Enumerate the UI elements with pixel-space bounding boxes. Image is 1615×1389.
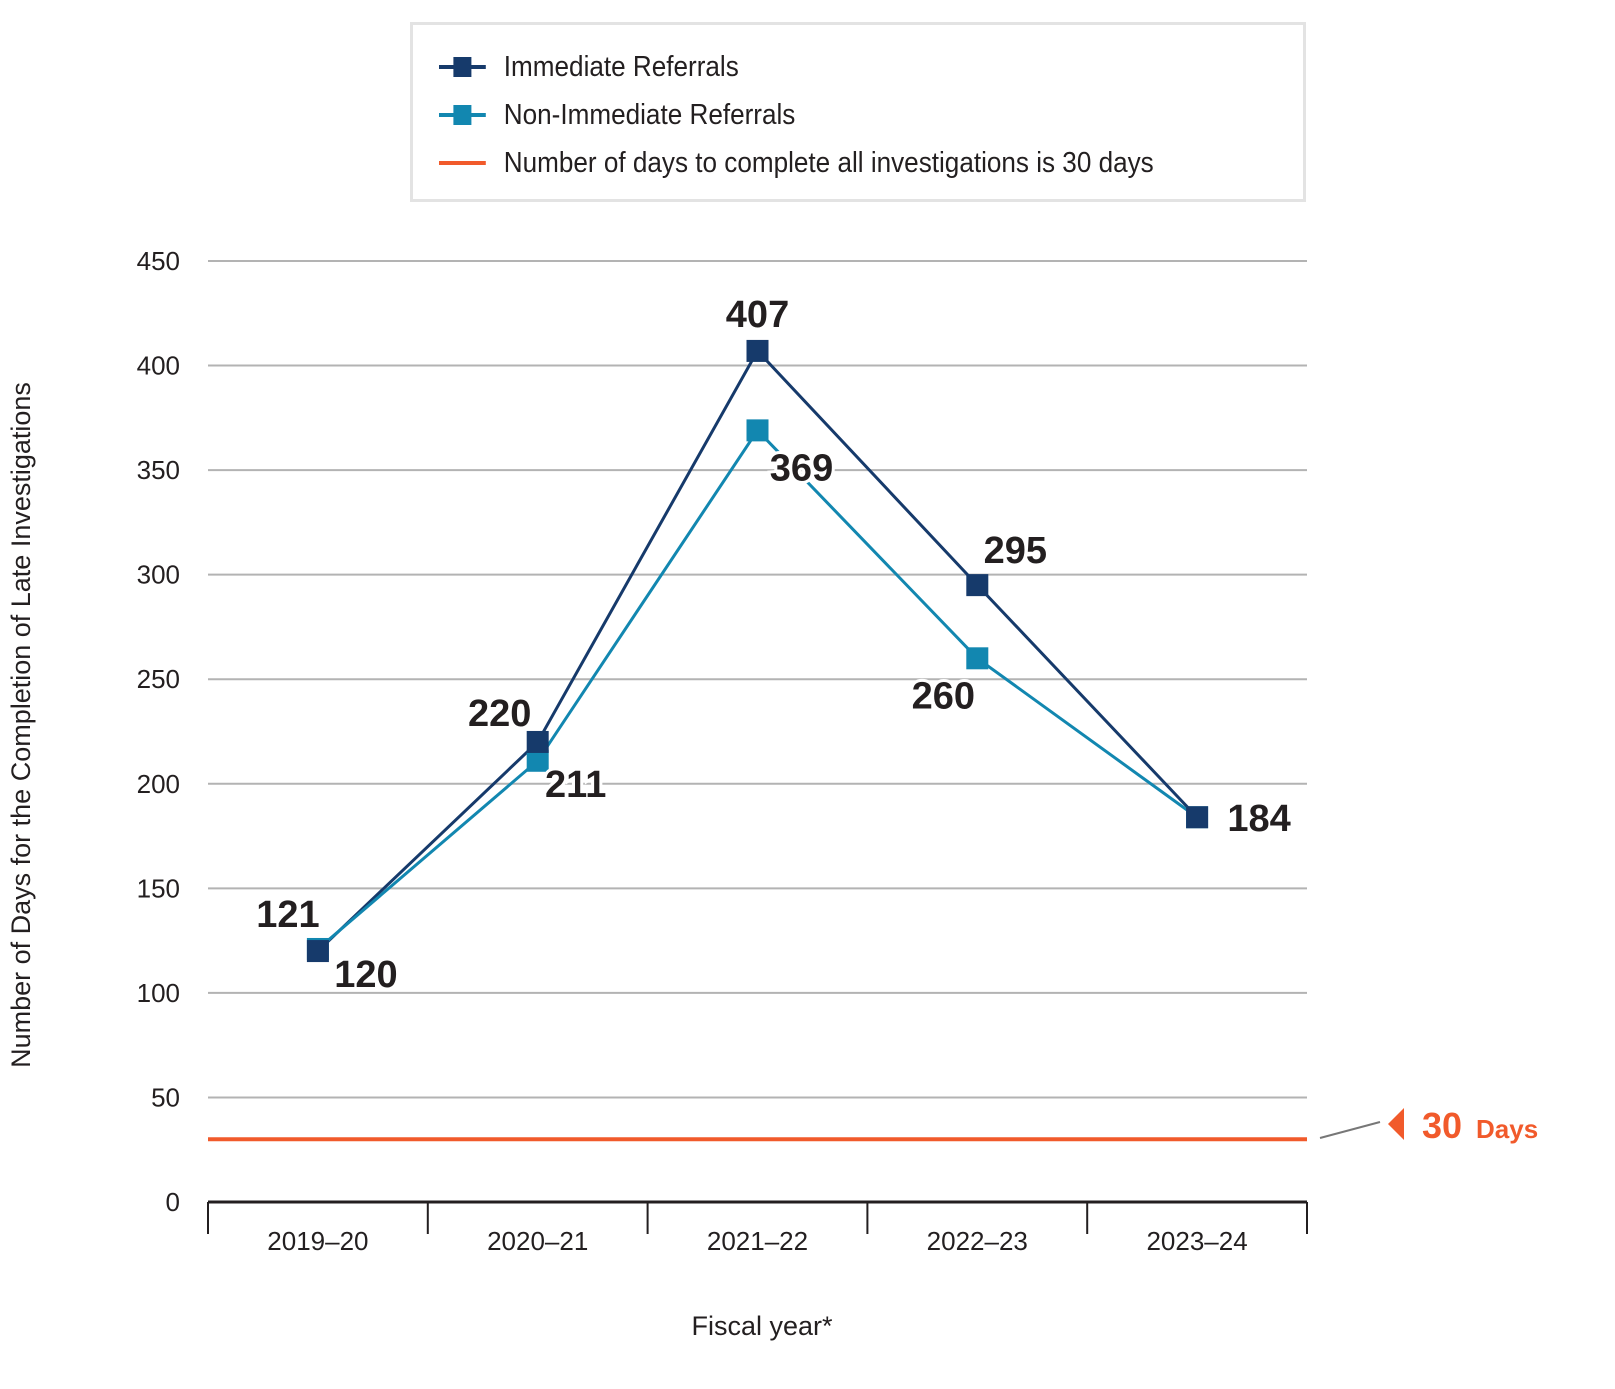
- annotation-leader-line: [1319, 1121, 1381, 1139]
- legend-marker-reference-icon: [439, 148, 486, 178]
- data-point-immediate: [746, 339, 769, 362]
- x-tick-label: 2019–20: [267, 1226, 368, 1256]
- x-tick-label: 2022–23: [927, 1226, 1028, 1256]
- legend-item-reference: Number of days to complete all investiga…: [439, 143, 1154, 183]
- annotation-value: 30: [1422, 1105, 1462, 1146]
- data-point-immediate: [966, 574, 989, 597]
- legend-label: Number of days to complete all investiga…: [503, 146, 1154, 179]
- series-line-non-immediate: [316, 427, 1198, 951]
- y-tick-label: 450: [137, 246, 180, 276]
- data-point-non-immediate: [526, 749, 549, 772]
- y-tick-label: 350: [137, 455, 180, 485]
- data-label: 295: [984, 530, 1047, 572]
- y-axis-label: Number of Days for the Completion of Lat…: [6, 382, 36, 1068]
- legend: Immediate Referrals Non-Immediate Referr…: [410, 22, 1306, 202]
- legend-marker-non-immediate-icon: [439, 100, 486, 130]
- data-point-non-immediate: [746, 419, 769, 442]
- x-tick-label: 2023–24: [1146, 1226, 1247, 1256]
- legend-label: Immediate Referrals: [503, 50, 739, 83]
- annotation-arrow-icon: [1388, 1108, 1404, 1140]
- x-tick-label: 2020–21: [487, 1226, 588, 1256]
- y-tick-label: 50: [151, 1082, 180, 1112]
- legend-marker-immediate-icon: [439, 52, 486, 82]
- y-tick-label: 400: [137, 351, 180, 381]
- data-point-immediate: [1186, 806, 1209, 829]
- x-tick-label: 2021–22: [707, 1226, 808, 1256]
- data-label: 369: [770, 447, 833, 489]
- data-label: 120: [334, 954, 397, 996]
- legend-item-immediate: Immediate Referrals: [439, 47, 739, 87]
- y-tick-label: 200: [137, 769, 180, 799]
- y-tick-label: 0: [166, 1187, 180, 1217]
- data-point-non-immediate: [966, 647, 989, 670]
- data-label: 121: [256, 894, 319, 936]
- y-tick-label: 150: [137, 873, 180, 903]
- data-label: 407: [726, 294, 789, 336]
- annotation-unit: Days: [1476, 1114, 1538, 1144]
- legend-label: Non-Immediate Referrals: [503, 98, 796, 131]
- data-point-immediate: [526, 730, 549, 753]
- data-label: 260: [912, 675, 975, 717]
- y-tick-label: 250: [137, 664, 180, 694]
- data-label: 211: [545, 764, 606, 806]
- x-axis-label: Fiscal year*: [691, 1311, 833, 1341]
- y-tick-label: 300: [137, 560, 180, 590]
- data-point-immediate: [306, 940, 329, 963]
- legend-item-non-immediate: Non-Immediate Referrals: [439, 95, 795, 135]
- y-tick-label: 100: [137, 978, 180, 1008]
- data-label: 184: [1227, 798, 1290, 840]
- data-label: 220: [468, 693, 531, 735]
